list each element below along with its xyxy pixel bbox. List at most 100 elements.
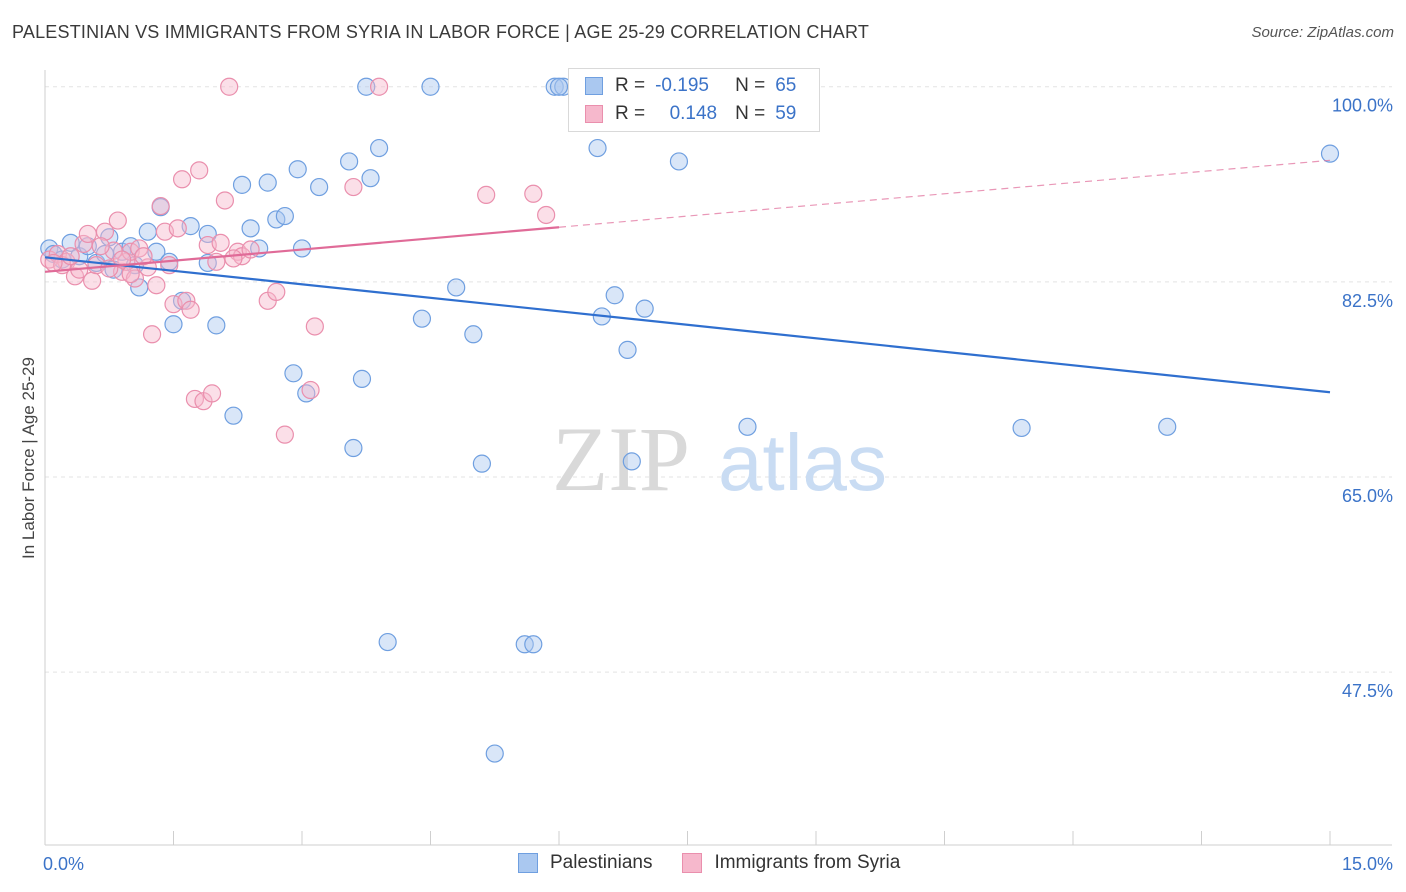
- data-point-syria: [215, 191, 234, 210]
- data-point-palestinians: [447, 278, 466, 297]
- x-tick-label: 0.0%: [43, 854, 84, 874]
- legend-swatch-blue: [585, 77, 603, 95]
- data-point-syria: [108, 211, 127, 230]
- data-point-syria: [224, 249, 243, 268]
- trend-line-palestinians: [44, 256, 1331, 394]
- data-point-syria: [344, 177, 363, 197]
- data-point-palestinians: [1012, 418, 1031, 438]
- data-point-syria: [190, 161, 209, 180]
- legend-n-label: N =: [735, 75, 766, 96]
- data-point-syria: [537, 205, 556, 225]
- watermark-atlas: atlas: [718, 418, 887, 507]
- data-point-syria: [305, 317, 324, 336]
- data-point-palestinians: [207, 316, 226, 335]
- legend-item-palestinians[interactable]: Palestinians: [518, 852, 652, 874]
- legend-swatch-pink: [585, 105, 603, 123]
- data-point-syria: [477, 185, 496, 204]
- legend-r-value: 0.148: [669, 103, 718, 124]
- data-point-syria: [267, 282, 286, 302]
- data-point-palestinians: [738, 417, 757, 436]
- data-point-palestinians: [357, 77, 376, 96]
- data-point-syria: [147, 276, 166, 295]
- data-point-palestinians: [485, 744, 504, 763]
- data-point-palestinians: [370, 138, 389, 158]
- data-point-syria: [202, 384, 222, 403]
- chart-title: PALESTINIAN VS IMMIGRANTS FROM SYRIA IN …: [12, 22, 870, 42]
- series-legend: Palestinians Immigrants from Syria: [518, 852, 930, 874]
- data-point-palestinians: [232, 175, 252, 194]
- data-point-palestinians: [138, 222, 157, 241]
- legend-r-label: R =: [615, 75, 646, 96]
- data-point-syria: [211, 233, 230, 252]
- data-point-palestinians: [1158, 417, 1177, 436]
- trend-line-syria: [44, 226, 560, 273]
- data-point-palestinians: [669, 152, 689, 171]
- data-point-palestinians: [464, 325, 483, 344]
- data-point-syria: [181, 300, 200, 319]
- data-point-palestinians: [622, 452, 641, 471]
- data-point-palestinians: [1320, 144, 1340, 163]
- data-point-syria: [95, 222, 115, 241]
- data-point-palestinians: [275, 206, 294, 226]
- data-point-syria: [61, 247, 80, 266]
- tick-labels: 100.0% 82.5% 65.0% 47.5% 0.0% 15.0%: [43, 96, 1393, 874]
- data-point-syria: [177, 291, 196, 310]
- data-point-palestinians: [352, 369, 372, 388]
- data-point-palestinians: [421, 77, 440, 96]
- data-point-palestinians: [635, 299, 654, 318]
- y-tick-label: 82.5%: [1342, 291, 1393, 311]
- legend-n-value: 59: [775, 103, 797, 124]
- legend-label-syria: Immigrants from Syria: [714, 852, 901, 873]
- y-tick-label: 100.0%: [1332, 96, 1393, 116]
- y-tick-label: 47.5%: [1342, 681, 1393, 701]
- data-point-syria: [121, 264, 140, 284]
- legend-swatch-pink: [682, 853, 703, 873]
- data-point-palestinians: [361, 169, 380, 188]
- y-axis-label: In Labor Force | Age 25-29: [19, 357, 38, 559]
- data-point-syria: [142, 325, 162, 344]
- data-point-syria: [524, 184, 543, 203]
- data-point-palestinians: [284, 364, 303, 383]
- data-point-palestinians: [472, 454, 491, 473]
- stats-legend: R = -0.195 N = 65 R = 0.148 N = 59: [568, 68, 820, 132]
- data-point-palestinians: [549, 77, 569, 96]
- legend-row-palestinians: R = -0.195 N = 65: [585, 74, 796, 98]
- trend-lines: [44, 159, 1331, 394]
- legend-item-syria[interactable]: Immigrants from Syria: [682, 852, 900, 874]
- data-point-syria: [168, 219, 187, 238]
- trend-line-syria-extrapolated: [558, 159, 1331, 228]
- data-point-syria: [370, 77, 389, 96]
- data-point-palestinians: [310, 177, 329, 197]
- legend-row-syria: R = 0.148 N = 59: [585, 102, 796, 126]
- grid-lines: [45, 86, 1392, 673]
- series-immigrants-from-syria: [40, 77, 556, 444]
- data-point-palestinians: [258, 173, 277, 192]
- data-point-syria: [91, 237, 110, 256]
- data-point-palestinians: [224, 406, 243, 425]
- data-point-palestinians: [288, 160, 307, 179]
- data-point-palestinians: [618, 340, 637, 359]
- data-point-syria: [301, 380, 320, 400]
- data-point-syria: [220, 77, 239, 96]
- data-point-syria: [172, 170, 192, 189]
- watermark: ZIP atlas: [552, 408, 887, 510]
- legend-label-palestinians: Palestinians: [550, 852, 653, 873]
- y-tick-label: 65.0%: [1342, 486, 1393, 506]
- x-tick-label: 15.0%: [1342, 854, 1393, 874]
- data-point-palestinians: [588, 138, 607, 158]
- legend-r-label: R =: [615, 103, 646, 124]
- data-point-palestinians: [412, 309, 432, 328]
- data-point-syria: [275, 425, 294, 444]
- legend-n-label: N =: [735, 103, 766, 124]
- legend-swatch-blue: [518, 853, 538, 873]
- legend-r-value: -0.195: [655, 75, 709, 96]
- data-point-syria: [78, 224, 97, 244]
- data-point-syria: [151, 196, 170, 216]
- data-point-palestinians: [344, 438, 363, 458]
- source-label: Source: ZipAtlas.com: [1251, 24, 1394, 41]
- data-point-palestinians: [61, 233, 80, 252]
- data-point-syria: [134, 247, 153, 266]
- legend-n-value: 65: [775, 75, 797, 96]
- data-point-palestinians: [378, 632, 397, 652]
